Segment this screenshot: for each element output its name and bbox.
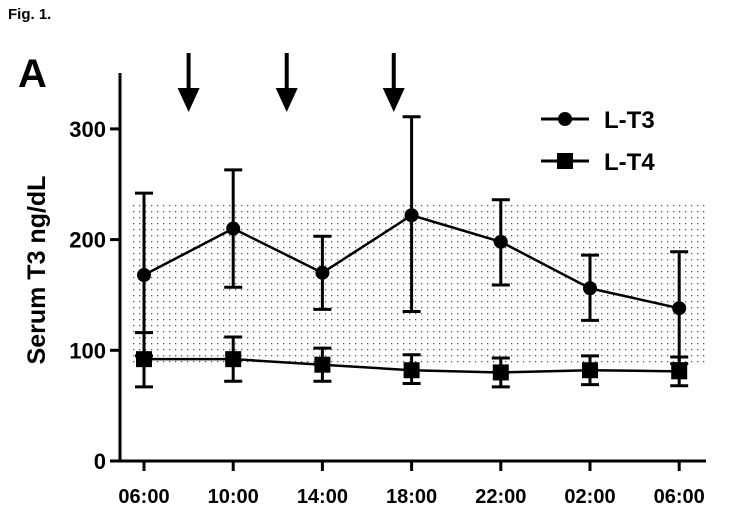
- data-point: [226, 221, 241, 236]
- dose-arrow: [382, 53, 405, 112]
- legend-label: L-T3: [604, 107, 655, 134]
- y-tick-label: 300: [69, 117, 106, 142]
- data-point: [582, 362, 598, 379]
- data-point: [315, 265, 330, 280]
- data-point: [493, 234, 508, 249]
- data-point: [314, 356, 331, 373]
- series-l-t4: [135, 331, 689, 389]
- y-tick-label: 0: [94, 449, 106, 474]
- y-tick-label: 200: [69, 228, 106, 253]
- y-axis-label: Serum T3 ng/dL: [23, 176, 51, 365]
- data-point: [583, 281, 597, 296]
- x-tick-label: 14:00: [297, 486, 348, 508]
- legend-marker: [558, 112, 572, 126]
- x-tick-label: 22:00: [475, 486, 526, 508]
- dose-arrow: [177, 53, 200, 112]
- data-point: [492, 364, 509, 381]
- data-point: [672, 301, 687, 316]
- panel-label: A: [18, 52, 47, 96]
- y-tick-label: 100: [69, 338, 106, 363]
- data-point: [137, 268, 151, 283]
- x-tick-label: 10:00: [208, 486, 259, 508]
- data-point: [671, 363, 688, 380]
- legend-label: L-T4: [604, 149, 655, 176]
- x-tick-label: 06:00: [654, 486, 705, 508]
- legend-entry-l-t4: L-T4: [541, 149, 655, 176]
- dose-arrow: [275, 53, 298, 112]
- data-point: [225, 351, 242, 368]
- legend-entry-l-t3: L-T3: [541, 107, 655, 134]
- data-point: [136, 351, 152, 368]
- legend-marker: [557, 153, 573, 169]
- x-tick-label: 06:00: [118, 486, 169, 508]
- reference-range-band: [132, 200, 707, 364]
- figure-label: Fig. 1.: [8, 6, 52, 23]
- data-point: [404, 208, 419, 223]
- data-point: [403, 362, 420, 379]
- x-tick-label: 18:00: [386, 486, 437, 508]
- x-tick-label: 02:00: [564, 486, 615, 508]
